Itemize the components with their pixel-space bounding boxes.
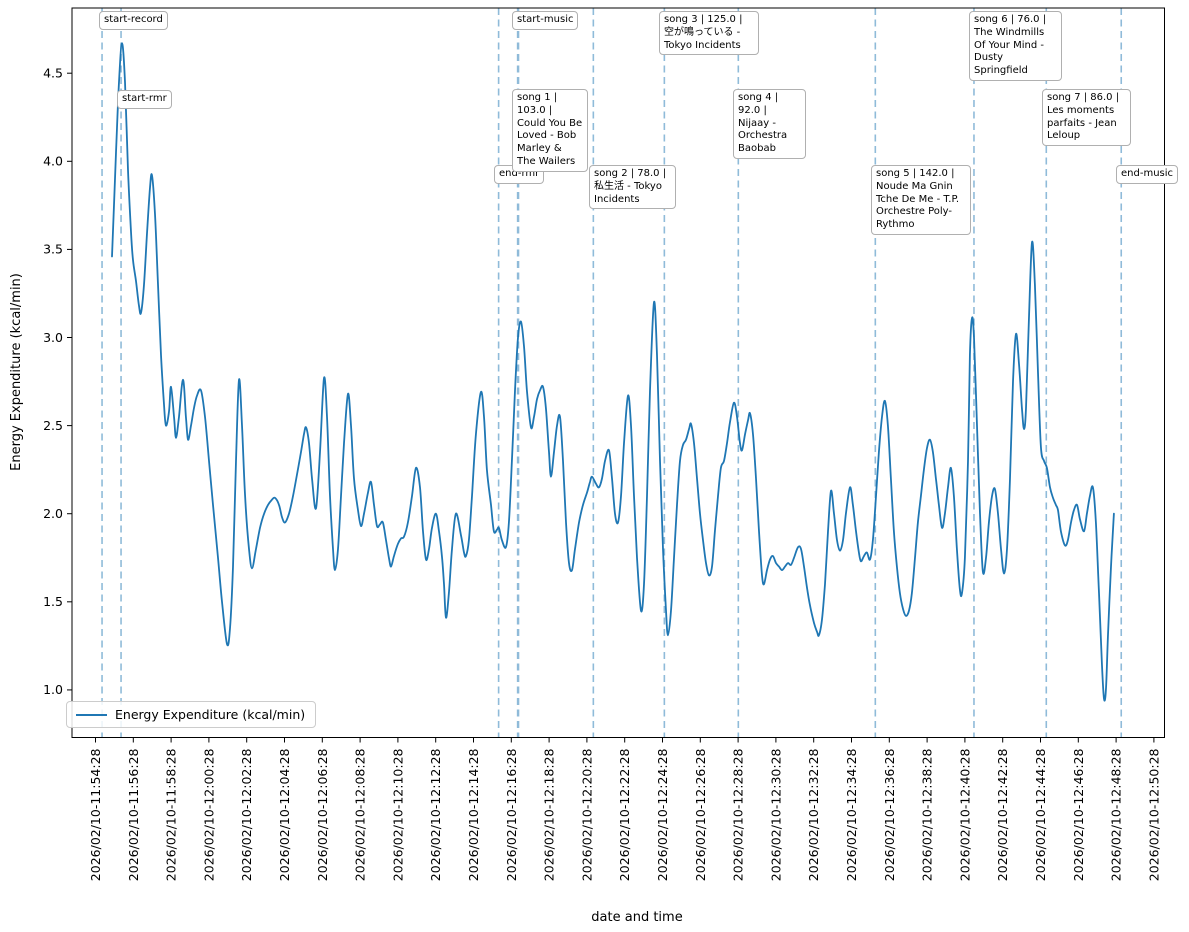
- x-tick-label: 2026/02/10-12:16:28: [504, 748, 519, 881]
- x-tick-label: 2026/02/10-12:00:28: [201, 748, 216, 881]
- x-tick-label: 2026/02/10-12:24:28: [655, 748, 670, 881]
- x-tick-label: 2026/02/10-12:40:28: [957, 748, 972, 881]
- y-axis-title: Energy Expenditure (kcal/min): [9, 273, 24, 471]
- y-tick-label: 4.0: [43, 154, 63, 169]
- x-tick-label: 2026/02/10-12:02:28: [239, 748, 254, 881]
- y-tick-label: 4.5: [43, 65, 63, 80]
- x-tick-label: 2026/02/10-12:28:28: [731, 748, 746, 881]
- x-tick-label: 2026/02/10-12:38:28: [920, 748, 935, 881]
- x-tick-label: 2026/02/10-11:56:28: [126, 748, 141, 881]
- x-tick-label: 2026/02/10-12:46:28: [1071, 748, 1086, 881]
- x-tick-label: 2026/02/10-12:18:28: [542, 748, 557, 881]
- x-tick-label: 2026/02/10-12:44:28: [1033, 748, 1048, 881]
- x-tick-label: 2026/02/10-12:32:28: [806, 748, 821, 881]
- y-tick-label: 2.0: [43, 506, 63, 521]
- y-tick-label: 1.0: [43, 682, 63, 697]
- plot-spines: [71, 7, 1165, 738]
- y-tick-label: 2.5: [43, 418, 63, 433]
- x-tick-label: 2026/02/10-12:06:28: [315, 748, 330, 881]
- legend: Energy Expenditure (kcal/min): [66, 701, 317, 728]
- x-tick-label: 2026/02/10-11:58:28: [164, 748, 179, 881]
- x-tick-label: 2026/02/10-11:54:28: [88, 748, 103, 881]
- y-tick-label: 3.5: [43, 242, 63, 257]
- x-tick-label: 2026/02/10-12:04:28: [277, 748, 292, 881]
- y-tick-label: 3.0: [43, 330, 63, 345]
- x-tick-label: 2026/02/10-12:10:28: [390, 748, 405, 881]
- x-tick-label: 2026/02/10-12:34:28: [844, 748, 859, 881]
- x-tick-label: 2026/02/10-12:12:28: [428, 748, 443, 881]
- x-tick-label: 2026/02/10-12:48:28: [1109, 748, 1124, 881]
- x-tick-label: 2026/02/10-12:08:28: [353, 748, 368, 881]
- x-tick-label: 2026/02/10-12:42:28: [995, 748, 1010, 881]
- legend-label: Energy Expenditure (kcal/min): [115, 707, 306, 722]
- x-tick-label: 2026/02/10-12:50:28: [1146, 748, 1161, 881]
- legend-line-swatch: [76, 713, 107, 716]
- x-axis-title: date and time: [591, 910, 682, 925]
- y-tick-label: 1.5: [43, 594, 63, 609]
- x-tick-label: 2026/02/10-12:14:28: [466, 748, 481, 881]
- x-tick-label: 2026/02/10-12:22:28: [617, 748, 632, 881]
- energy-expenditure-line: [111, 42, 1115, 702]
- x-tick-label: 2026/02/10-12:36:28: [882, 748, 897, 881]
- x-tick-label: 2026/02/10-12:26:28: [693, 748, 708, 881]
- x-tick-label: 2026/02/10-12:20:28: [579, 748, 594, 881]
- x-tick-label: 2026/02/10-12:30:28: [768, 748, 783, 881]
